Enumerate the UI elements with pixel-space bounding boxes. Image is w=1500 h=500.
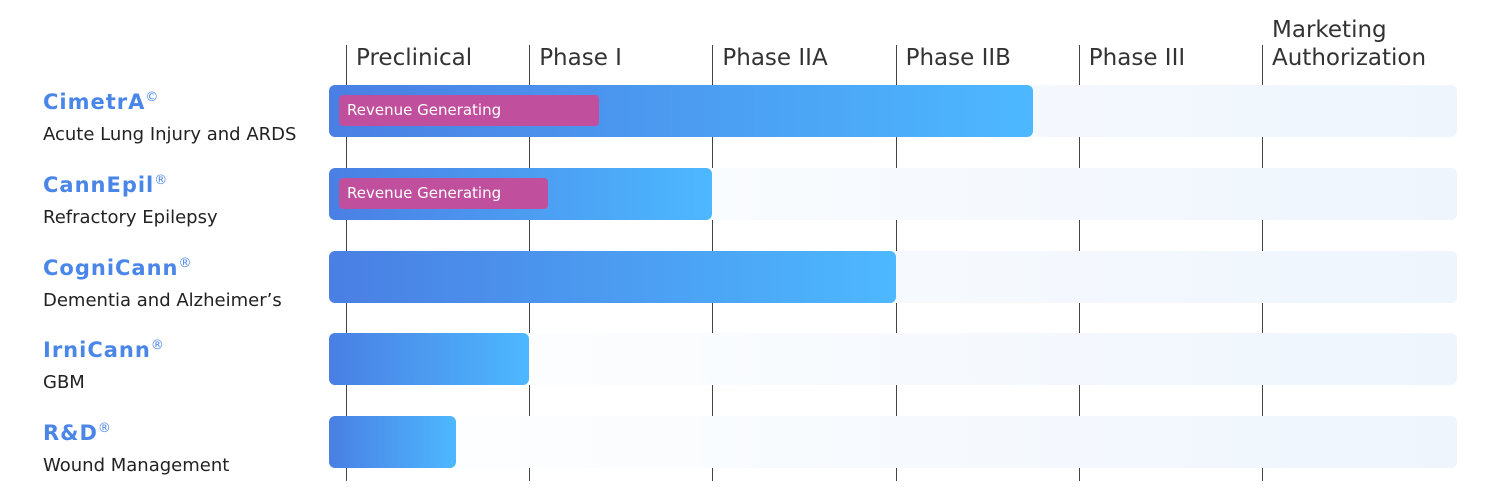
indication: Dementia and Alzheimer’s <box>43 289 282 311</box>
trademark: ® <box>154 172 169 188</box>
badge: Revenue Generating <box>339 95 599 126</box>
product-name: CannEpil® <box>43 173 168 197</box>
indication: GBM <box>43 372 85 394</box>
progress-bar <box>329 416 456 469</box>
name-text: CimetrA <box>43 90 146 114</box>
name-text: R&D <box>43 421 98 446</box>
name-text: IrniCann <box>43 338 151 363</box>
badge: Revenue Generating <box>339 177 548 209</box>
phase-label: Phase IIA <box>722 45 828 71</box>
progress-bar <box>329 333 530 386</box>
phase-label: Marketing Authorization <box>1272 17 1427 71</box>
product-name: R&D® <box>43 421 112 445</box>
indication: Refractory Epilepsy <box>43 206 218 228</box>
phase-label: Phase IIB <box>905 45 1011 71</box>
name-text: CannEpil <box>43 172 155 197</box>
trademark: ® <box>178 255 193 271</box>
phase-label: Phase I <box>539 45 622 71</box>
product-name: IrniCann® <box>43 338 165 362</box>
indication: Acute Lung Injury and ARDS <box>43 124 297 145</box>
progress-bar <box>329 250 896 303</box>
trademark: ® <box>97 421 112 437</box>
track <box>329 416 1457 469</box>
product-name: CogniCann® <box>43 256 193 280</box>
product-name: CimetrA© <box>43 90 159 114</box>
trademark: © <box>145 90 160 105</box>
trademark: ® <box>150 338 165 354</box>
indication: Wound Management <box>43 455 230 477</box>
name-text: CogniCann <box>43 255 179 280</box>
phase-label: Preclinical <box>356 45 473 71</box>
phase-label: Phase III <box>1088 45 1186 71</box>
